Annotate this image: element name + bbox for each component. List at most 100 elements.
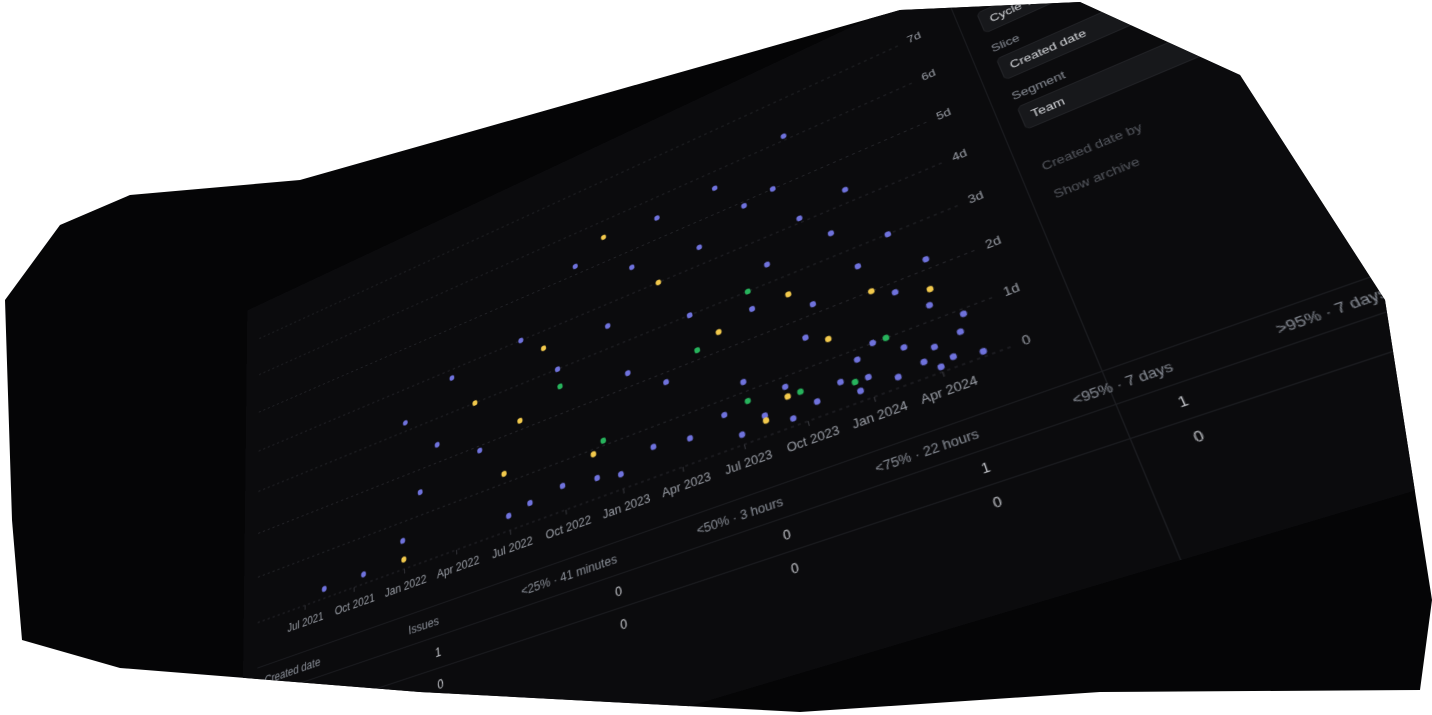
point	[572, 262, 579, 270]
point	[783, 392, 792, 401]
point	[883, 230, 892, 239]
point	[930, 342, 939, 352]
x-tick-label: Oct 2023	[786, 424, 842, 456]
x-tick-label: Apr 2023	[661, 471, 713, 502]
point	[959, 309, 968, 319]
point	[955, 327, 965, 336]
point	[600, 233, 607, 241]
point	[813, 397, 822, 406]
point	[686, 434, 694, 443]
point	[501, 470, 507, 478]
chart: 0 1d 2d 3d 4d 5d 6d 7d Jul 2021 Oct 2021 Jan 2022 A…	[243, 31, 1034, 637]
x-tick-label: Jul 2021	[287, 611, 323, 637]
x-tick	[874, 397, 875, 402]
point	[693, 346, 701, 355]
screen: 0 1d 2d 3d 4d 5d 6d 7d Jul 2021 Oct 2021 Jan 2022 A…	[241, 2, 1432, 712]
point	[891, 288, 900, 297]
point	[796, 387, 805, 396]
point	[417, 488, 423, 496]
point	[593, 474, 601, 482]
y-tick-label: 0	[1020, 333, 1033, 349]
point	[867, 287, 876, 296]
point	[402, 419, 408, 427]
x-tick-label: Oct 2022	[545, 514, 593, 543]
point	[557, 382, 564, 391]
x-tick	[744, 444, 745, 449]
y-tick-label: 2d	[984, 234, 1004, 252]
point	[925, 301, 934, 310]
x-tick	[566, 510, 567, 515]
point	[827, 229, 835, 238]
point	[836, 377, 845, 387]
point	[853, 355, 862, 364]
point	[472, 399, 478, 407]
point	[401, 555, 407, 564]
point	[853, 262, 862, 271]
point	[517, 417, 523, 425]
point	[789, 414, 798, 423]
x-tick	[808, 421, 809, 426]
point	[780, 132, 787, 140]
point	[540, 344, 547, 352]
point	[715, 328, 723, 336]
point	[590, 450, 597, 459]
grid-line	[259, 82, 914, 375]
x-tick-label: Jul 2022	[491, 535, 534, 563]
point	[559, 481, 566, 490]
x-tick	[623, 489, 624, 494]
y-tick-label: 7d	[906, 31, 923, 47]
x-tick	[510, 530, 511, 535]
point	[809, 300, 817, 309]
point	[655, 278, 662, 287]
x-tick-label: Jul 2023	[724, 448, 774, 478]
y-tick-label: 1d	[1001, 281, 1022, 300]
point	[850, 377, 860, 387]
point	[518, 336, 524, 344]
point	[739, 378, 747, 387]
x-tick-label: Jan 2022	[384, 573, 427, 601]
point	[604, 322, 611, 330]
x-tick	[943, 372, 945, 377]
point	[899, 343, 909, 352]
y-tick-label: 4d	[950, 147, 969, 164]
point	[554, 365, 561, 373]
x-tick-label: Jan 2024	[851, 400, 910, 433]
point	[925, 284, 935, 294]
grid-line	[259, 162, 945, 451]
point	[744, 287, 752, 296]
point	[662, 378, 670, 386]
point	[526, 499, 533, 507]
point	[321, 585, 327, 593]
x-tick-label: Oct 2021	[335, 592, 376, 619]
point	[921, 255, 931, 264]
point	[617, 470, 625, 479]
point	[881, 333, 891, 343]
point	[449, 374, 455, 382]
grid-line	[258, 204, 960, 491]
point	[795, 214, 804, 223]
point	[600, 436, 607, 445]
row-label: July 2021	[256, 689, 377, 712]
point	[864, 372, 873, 382]
point	[744, 396, 752, 405]
point	[400, 537, 406, 545]
point	[784, 290, 792, 299]
point	[738, 430, 746, 439]
point	[476, 446, 483, 455]
point	[650, 442, 657, 451]
point	[919, 357, 929, 367]
y-tick-label: 3d	[967, 190, 986, 208]
point	[711, 184, 718, 192]
x-tick-label: Apr 2022	[436, 554, 480, 582]
point	[505, 511, 512, 520]
point	[763, 260, 771, 269]
point	[628, 263, 635, 271]
point	[824, 334, 833, 344]
point	[434, 441, 440, 449]
y-tick-label: 5d	[935, 106, 953, 123]
grid-line	[259, 121, 929, 412]
point	[653, 214, 660, 222]
point	[868, 338, 877, 348]
point	[686, 311, 693, 319]
